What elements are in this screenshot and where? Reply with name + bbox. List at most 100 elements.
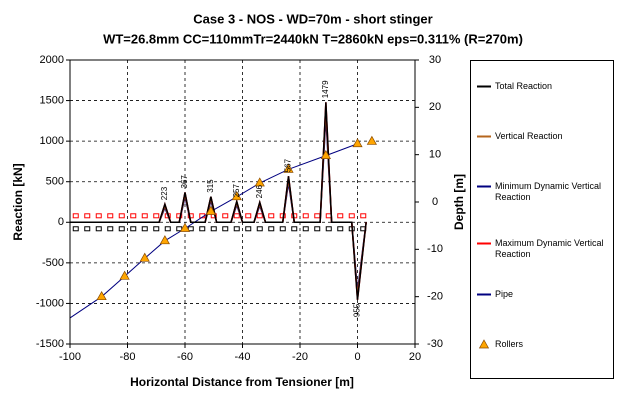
roller	[159, 235, 170, 245]
plot-border	[69, 59, 416, 345]
lower-marker	[210, 226, 217, 232]
lower-marker	[222, 226, 229, 232]
legend-symbol	[478, 339, 490, 349]
upper-marker	[153, 213, 160, 219]
upper-marker	[256, 213, 263, 219]
upper-marker	[245, 213, 252, 219]
lower-marker	[279, 226, 286, 232]
upper-marker	[107, 213, 114, 219]
y-tick-label: -500	[42, 257, 64, 269]
lower-marker	[95, 226, 102, 232]
upper-marker	[118, 213, 125, 219]
lower-marker	[130, 226, 137, 232]
upper-marker	[84, 213, 91, 219]
upper-marker	[314, 213, 321, 219]
x-tick-label: 20	[409, 351, 421, 363]
peak-label: -955	[353, 303, 362, 320]
y2-tick-label: 0	[432, 196, 438, 208]
legend-label: Rollers	[495, 339, 524, 349]
lower-marker	[314, 226, 321, 232]
y-tick-label: -1000	[36, 297, 64, 309]
lower-marker	[153, 226, 160, 232]
lower-marker	[84, 226, 91, 232]
lower-marker	[337, 226, 344, 232]
series-line	[70, 102, 367, 300]
legend-item: Total Reaction	[477, 81, 611, 92]
upper-marker	[95, 213, 102, 219]
lower-marker	[107, 226, 114, 232]
upper-marker	[72, 213, 79, 219]
x-tick-label: -60	[177, 351, 193, 363]
legend-swatch	[477, 293, 491, 296]
upper-marker	[130, 213, 137, 219]
lower-marker	[302, 226, 309, 232]
x-tick-label: 0	[354, 351, 360, 363]
legend-label: Minimum Dynamic Vertical Reaction	[495, 181, 602, 202]
peak-label: 257	[232, 184, 241, 198]
roller	[320, 149, 331, 159]
x-tick-label: -80	[120, 351, 136, 363]
x-tick-label: -100	[59, 351, 81, 363]
roller	[366, 135, 377, 145]
lower-marker	[245, 226, 252, 232]
legend-swatch	[477, 85, 491, 88]
roller	[139, 252, 150, 262]
y-tick-label: 500	[46, 176, 64, 188]
y-tick-label: 1000	[40, 135, 64, 147]
legend-label: Total Reaction	[495, 81, 553, 91]
roller	[205, 205, 216, 215]
upper-marker	[268, 213, 275, 219]
legend-label: Pipe	[495, 289, 514, 299]
y2-axis-title: Depth [m]	[452, 174, 466, 230]
lower-marker	[291, 226, 298, 232]
x-tick-label: -40	[235, 351, 251, 363]
legend-label: Vertical Reaction	[495, 131, 563, 141]
lower-marker	[72, 226, 79, 232]
roller	[96, 290, 107, 301]
lower-marker	[256, 226, 263, 232]
x-axis-title: Horizontal Distance from Tensioner [m]	[130, 375, 354, 389]
upper-marker	[348, 213, 355, 219]
legend-swatch	[477, 135, 491, 138]
legend-swatch	[477, 242, 491, 245]
legend-item: Vertical Reaction	[477, 131, 611, 142]
lower-marker	[325, 226, 332, 232]
legend-swatch	[478, 339, 490, 349]
roller	[179, 222, 191, 232]
y-tick-label: -1500	[36, 338, 64, 350]
upper-marker	[360, 213, 367, 219]
upper-marker	[233, 213, 240, 219]
lower-marker	[233, 226, 240, 232]
roller	[283, 163, 294, 173]
chart-title: Case 3 - NOS - WD=70m - short stinger	[193, 11, 432, 26]
peak-label: 223	[160, 186, 169, 200]
roller	[254, 177, 265, 187]
y-tick-label: 2000	[40, 54, 64, 66]
y-axis-title: Reaction [kN]	[11, 163, 25, 240]
upper-marker	[302, 213, 309, 219]
x-tick-label: -20	[292, 351, 308, 363]
peak-label: 567	[284, 158, 293, 172]
chart-subtitle: WT=26.8mm CC=110mmTr=2440kN T=2860kN eps…	[103, 31, 523, 46]
y2-tick-label: 20	[429, 101, 441, 113]
legend-item: Rollers	[477, 339, 611, 350]
legend-item: Maximum Dynamic Vertical Reaction	[477, 238, 611, 260]
y-tick-label: 0	[58, 216, 64, 228]
peak-label: 246	[255, 184, 264, 198]
series-line	[69, 143, 358, 319]
peak-label: 1479	[321, 80, 330, 98]
upper-marker	[187, 213, 194, 219]
roller	[231, 191, 242, 201]
y-tick-label: 1500	[40, 94, 64, 106]
upper-marker	[337, 213, 344, 219]
peak-label: 367	[180, 175, 189, 189]
legend-swatch	[477, 185, 491, 188]
y2-tick-label: 30	[429, 54, 441, 66]
lower-marker	[141, 226, 148, 232]
legend: Total Reaction Vertical Reaction Minimum D…	[470, 60, 614, 379]
upper-marker	[222, 213, 229, 219]
roller	[119, 270, 130, 280]
lower-marker	[199, 226, 206, 232]
